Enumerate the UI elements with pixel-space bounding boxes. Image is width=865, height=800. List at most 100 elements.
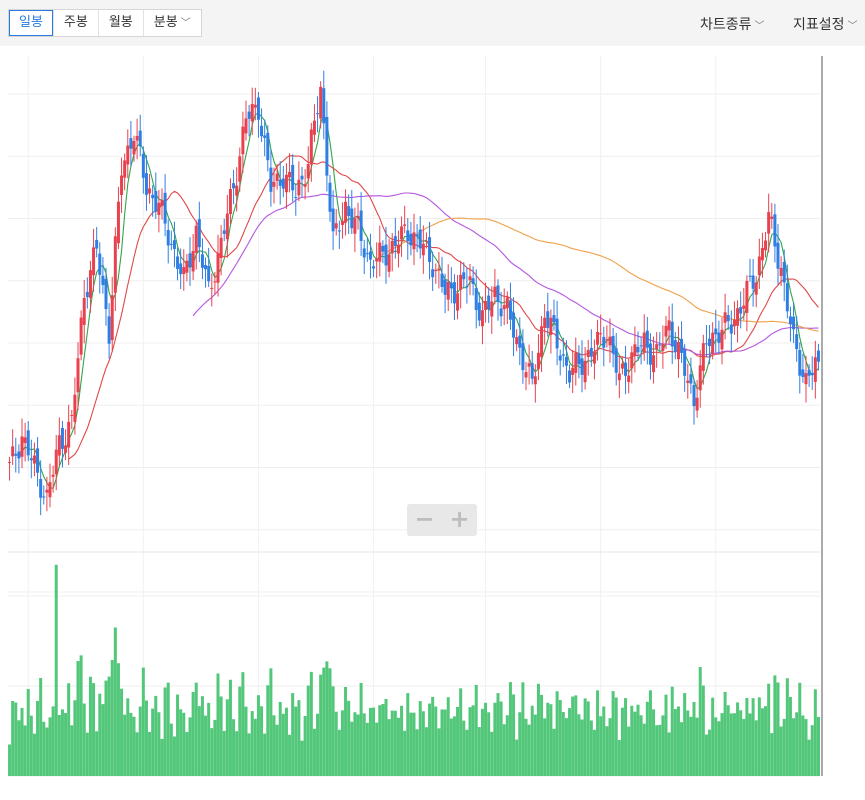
candle-body xyxy=(415,234,419,237)
volume-bar xyxy=(328,668,332,776)
ma20-line xyxy=(68,155,819,460)
volume-bar xyxy=(459,688,463,776)
volume-bar xyxy=(717,721,721,776)
volume-bar xyxy=(540,694,544,776)
volume-bar xyxy=(571,696,575,776)
candle-body xyxy=(154,190,158,212)
candle-body xyxy=(123,160,127,178)
candle-body xyxy=(720,329,724,350)
volume-bar xyxy=(266,685,270,776)
candle-body xyxy=(281,178,285,189)
volume-bar xyxy=(17,720,21,776)
volume-bar xyxy=(269,668,273,776)
candle-body xyxy=(101,275,105,286)
volume-bar xyxy=(67,683,71,776)
volume-bar xyxy=(655,725,659,776)
candle-body xyxy=(54,449,58,475)
candle-body xyxy=(244,118,248,134)
volume-bar xyxy=(182,712,186,776)
zoom-out-button[interactable]: − xyxy=(414,505,435,533)
volume-bar xyxy=(418,701,422,776)
candle-body xyxy=(692,385,696,407)
volume-bar xyxy=(70,725,74,776)
volume-bar xyxy=(748,713,752,776)
candle-body xyxy=(717,332,721,343)
candle-body xyxy=(536,352,540,369)
volume-bar xyxy=(549,704,553,776)
candle-body xyxy=(378,242,382,262)
candle-body xyxy=(661,344,665,351)
candle-body xyxy=(88,270,92,298)
volume-bar xyxy=(36,700,40,776)
volume-bar xyxy=(732,713,736,776)
volume-bar xyxy=(779,726,783,776)
volume-bar xyxy=(20,707,24,776)
candle-body xyxy=(583,360,587,383)
candle-body xyxy=(256,97,260,120)
volume-bar xyxy=(493,702,497,776)
candle-body xyxy=(816,350,820,362)
volume-bar xyxy=(739,710,743,776)
volume-bar xyxy=(689,716,693,776)
volume-bar xyxy=(309,671,313,776)
volume-bar xyxy=(412,712,416,776)
volume-bar xyxy=(400,705,404,776)
volume-bar xyxy=(636,704,640,776)
volume-bar xyxy=(42,721,46,776)
chart-type-menu[interactable]: 차트종류 ﹀ xyxy=(700,17,765,33)
candle-body xyxy=(776,242,780,269)
candle-body xyxy=(70,414,74,416)
volume-bar xyxy=(642,723,646,776)
volume-bar xyxy=(711,697,715,776)
candle-body xyxy=(480,310,484,327)
volume-bar xyxy=(141,667,145,776)
zoom-in-button[interactable]: + xyxy=(449,505,470,533)
volume-bar xyxy=(88,676,92,776)
tab-weekly[interactable]: 주봉 xyxy=(52,10,98,36)
candle-body xyxy=(574,352,578,373)
volume-bar xyxy=(306,685,310,776)
volume-bar xyxy=(592,729,596,776)
volume-bar xyxy=(54,564,58,776)
candle-body xyxy=(673,340,677,353)
volume-bar xyxy=(148,731,152,776)
volume-bar xyxy=(543,718,547,776)
volume-bar xyxy=(468,707,472,776)
candle-body xyxy=(627,375,631,383)
candle-body xyxy=(269,167,273,192)
volume-bar xyxy=(337,729,341,776)
volume-bar xyxy=(533,714,537,776)
volume-bar xyxy=(390,710,394,776)
volume-bar xyxy=(673,709,677,776)
candle-body xyxy=(496,285,500,303)
candle-body xyxy=(312,120,316,135)
volume-bar xyxy=(126,698,130,776)
volume-bar xyxy=(8,744,12,776)
volume-bar xyxy=(667,732,671,776)
candle-body xyxy=(605,339,609,341)
indicator-settings-menu[interactable]: 지표설정 ﹀ xyxy=(793,17,858,33)
candle-body xyxy=(680,338,684,353)
candle-body xyxy=(57,435,61,456)
tab-monthly[interactable]: 월봉 xyxy=(97,10,143,36)
candle-body xyxy=(686,380,690,383)
volume-bar xyxy=(350,721,354,776)
tab-daily[interactable]: 일봉 xyxy=(9,10,53,36)
stock-chart[interactable] xyxy=(0,46,865,800)
volume-bar xyxy=(144,700,148,776)
volume-bar xyxy=(428,703,432,776)
candle-body xyxy=(390,240,394,254)
volume-bar xyxy=(272,715,276,776)
volume-bar xyxy=(347,700,351,776)
chevron-down-icon: ﹀ xyxy=(847,21,858,32)
volume-bar xyxy=(213,719,217,776)
candle-body xyxy=(60,427,64,449)
volume-bar xyxy=(620,707,624,776)
candle-body xyxy=(76,358,80,393)
candle-body xyxy=(126,145,130,165)
tab-minute[interactable]: 분봉 ﹀ xyxy=(142,10,201,36)
candle-body xyxy=(729,324,733,334)
volume-bar xyxy=(113,627,117,776)
volume-bar xyxy=(785,678,789,776)
candle-body xyxy=(440,273,444,287)
